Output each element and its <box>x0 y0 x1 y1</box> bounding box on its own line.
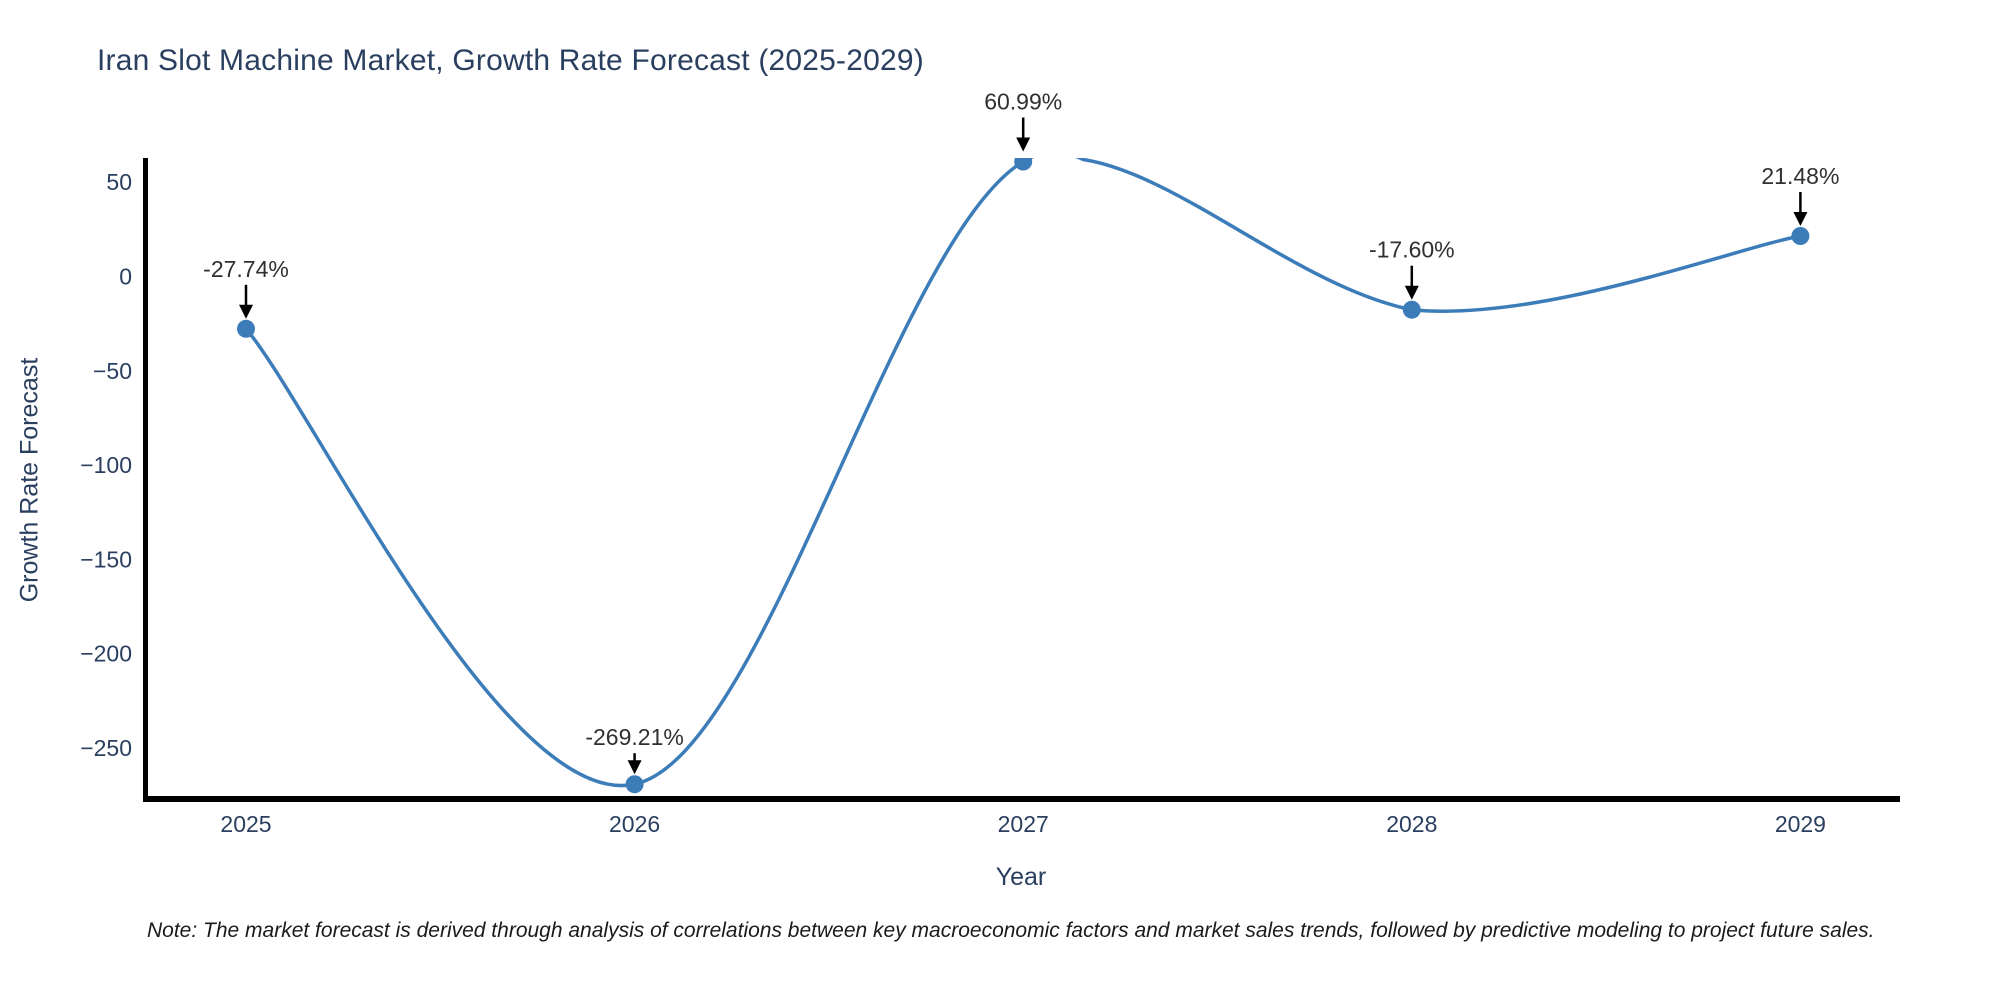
data-point-2026[interactable] <box>625 775 644 794</box>
x-axis-line <box>143 796 1900 802</box>
point-annotation-2026: -269.21% <box>585 724 683 750</box>
y-tick-label: −50 <box>93 358 132 384</box>
x-tick-label: 2027 <box>998 811 1049 837</box>
annotation-arrowhead <box>1404 285 1419 300</box>
point-annotation-2027: 60.99% <box>984 89 1062 115</box>
chart-title: Iran Slot Machine Market, Growth Rate Fo… <box>97 44 924 77</box>
data-point-2028[interactable] <box>1402 300 1421 319</box>
data-point-2029[interactable] <box>1791 227 1810 245</box>
annotation-arrowhead <box>1016 137 1031 152</box>
y-tick-label: −150 <box>80 546 132 572</box>
y-tick-label: −250 <box>80 735 132 761</box>
point-annotation-2028: -17.60% <box>1369 237 1455 263</box>
forecast-line <box>244 158 1801 788</box>
x-axis-title: Year <box>995 863 1047 891</box>
data-point-2027[interactable] <box>1014 153 1033 171</box>
footnote: Note: The market forecast is derived thr… <box>147 919 1875 942</box>
point-annotation-2025: -27.74% <box>203 256 289 282</box>
x-tick-label: 2025 <box>220 811 271 837</box>
y-tick-label: 0 <box>119 264 132 290</box>
annotation-arrowhead <box>627 760 642 775</box>
x-tick-label: 2029 <box>1775 811 1826 837</box>
y-tick-label: 50 <box>106 169 132 195</box>
y-tick-label: −200 <box>80 641 132 667</box>
data-point-2025[interactable] <box>237 319 255 338</box>
y-axis-title: Growth Rate Forecast <box>15 357 44 603</box>
annotation-arrowhead <box>239 304 253 319</box>
annotation-arrowhead <box>1793 212 1808 226</box>
y-tick-label: −100 <box>80 452 132 478</box>
x-tick-label: 2028 <box>1386 811 1437 837</box>
y-axis-line <box>143 158 148 802</box>
point-annotation-2029: 21.48% <box>1761 163 1839 189</box>
x-tick-label: 2026 <box>609 811 660 837</box>
